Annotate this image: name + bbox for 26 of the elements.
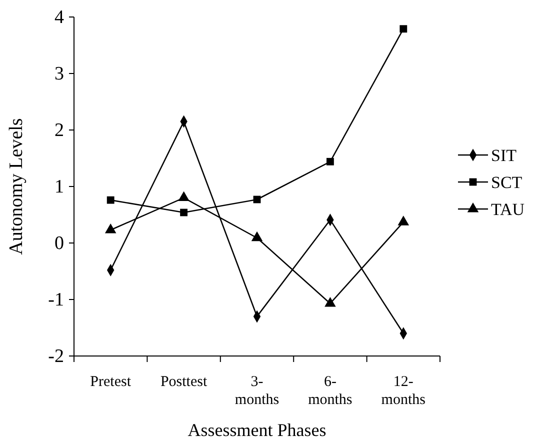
point (180, 208, 188, 216)
y-tick-label: -1 (48, 290, 64, 311)
point (178, 191, 190, 202)
y-tick-label: 0 (54, 233, 64, 254)
x-tick-label: Pretest (90, 374, 132, 390)
point (400, 25, 408, 33)
y-tick-label: 1 (54, 176, 64, 198)
y-axis-title: Autonomy Levels (6, 118, 27, 255)
point (106, 196, 114, 204)
x-tick-label: 6-months (308, 374, 352, 408)
point (326, 158, 334, 166)
x-tick-label: 12-months (381, 374, 426, 408)
x-tick-label: 3-months (234, 374, 280, 408)
x-tick-label: Posttest (160, 374, 208, 390)
point (398, 216, 410, 226)
legend-label: SIT (491, 146, 518, 165)
y-tick-label: 4 (54, 7, 64, 28)
point (324, 296, 336, 307)
point (251, 231, 263, 242)
y-tick-label: 2 (54, 120, 64, 142)
legend-label: SCT (491, 173, 523, 192)
y-tick-label: -2 (48, 346, 64, 368)
y-tick-label: 3 (54, 64, 64, 85)
x-axis-title: Assessment Phases (188, 420, 326, 440)
legend-label: TAU (491, 200, 525, 219)
point (104, 224, 116, 234)
